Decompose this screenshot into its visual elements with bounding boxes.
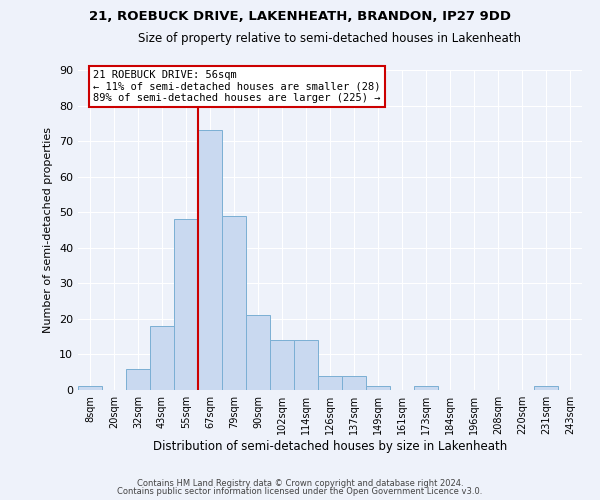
Bar	[151, 326, 173, 390]
Bar	[247, 316, 269, 390]
Bar	[535, 386, 557, 390]
Bar	[319, 376, 341, 390]
Bar	[223, 216, 245, 390]
Text: 21 ROEBUCK DRIVE: 56sqm
← 11% of semi-detached houses are smaller (28)
89% of se: 21 ROEBUCK DRIVE: 56sqm ← 11% of semi-de…	[93, 70, 380, 103]
X-axis label: Distribution of semi-detached houses by size in Lakenheath: Distribution of semi-detached houses by …	[153, 440, 507, 453]
Bar	[199, 130, 221, 390]
Text: 21, ROEBUCK DRIVE, LAKENHEATH, BRANDON, IP27 9DD: 21, ROEBUCK DRIVE, LAKENHEATH, BRANDON, …	[89, 10, 511, 23]
Bar	[271, 340, 293, 390]
Bar	[79, 386, 101, 390]
Text: Contains HM Land Registry data © Crown copyright and database right 2024.: Contains HM Land Registry data © Crown c…	[137, 478, 463, 488]
Bar	[415, 386, 437, 390]
Bar	[127, 368, 149, 390]
Y-axis label: Number of semi-detached properties: Number of semi-detached properties	[43, 127, 53, 333]
Text: Contains public sector information licensed under the Open Government Licence v3: Contains public sector information licen…	[118, 487, 482, 496]
Bar	[295, 340, 317, 390]
Bar	[367, 386, 389, 390]
Bar	[343, 376, 365, 390]
Bar	[175, 220, 197, 390]
Title: Size of property relative to semi-detached houses in Lakenheath: Size of property relative to semi-detach…	[139, 32, 521, 45]
